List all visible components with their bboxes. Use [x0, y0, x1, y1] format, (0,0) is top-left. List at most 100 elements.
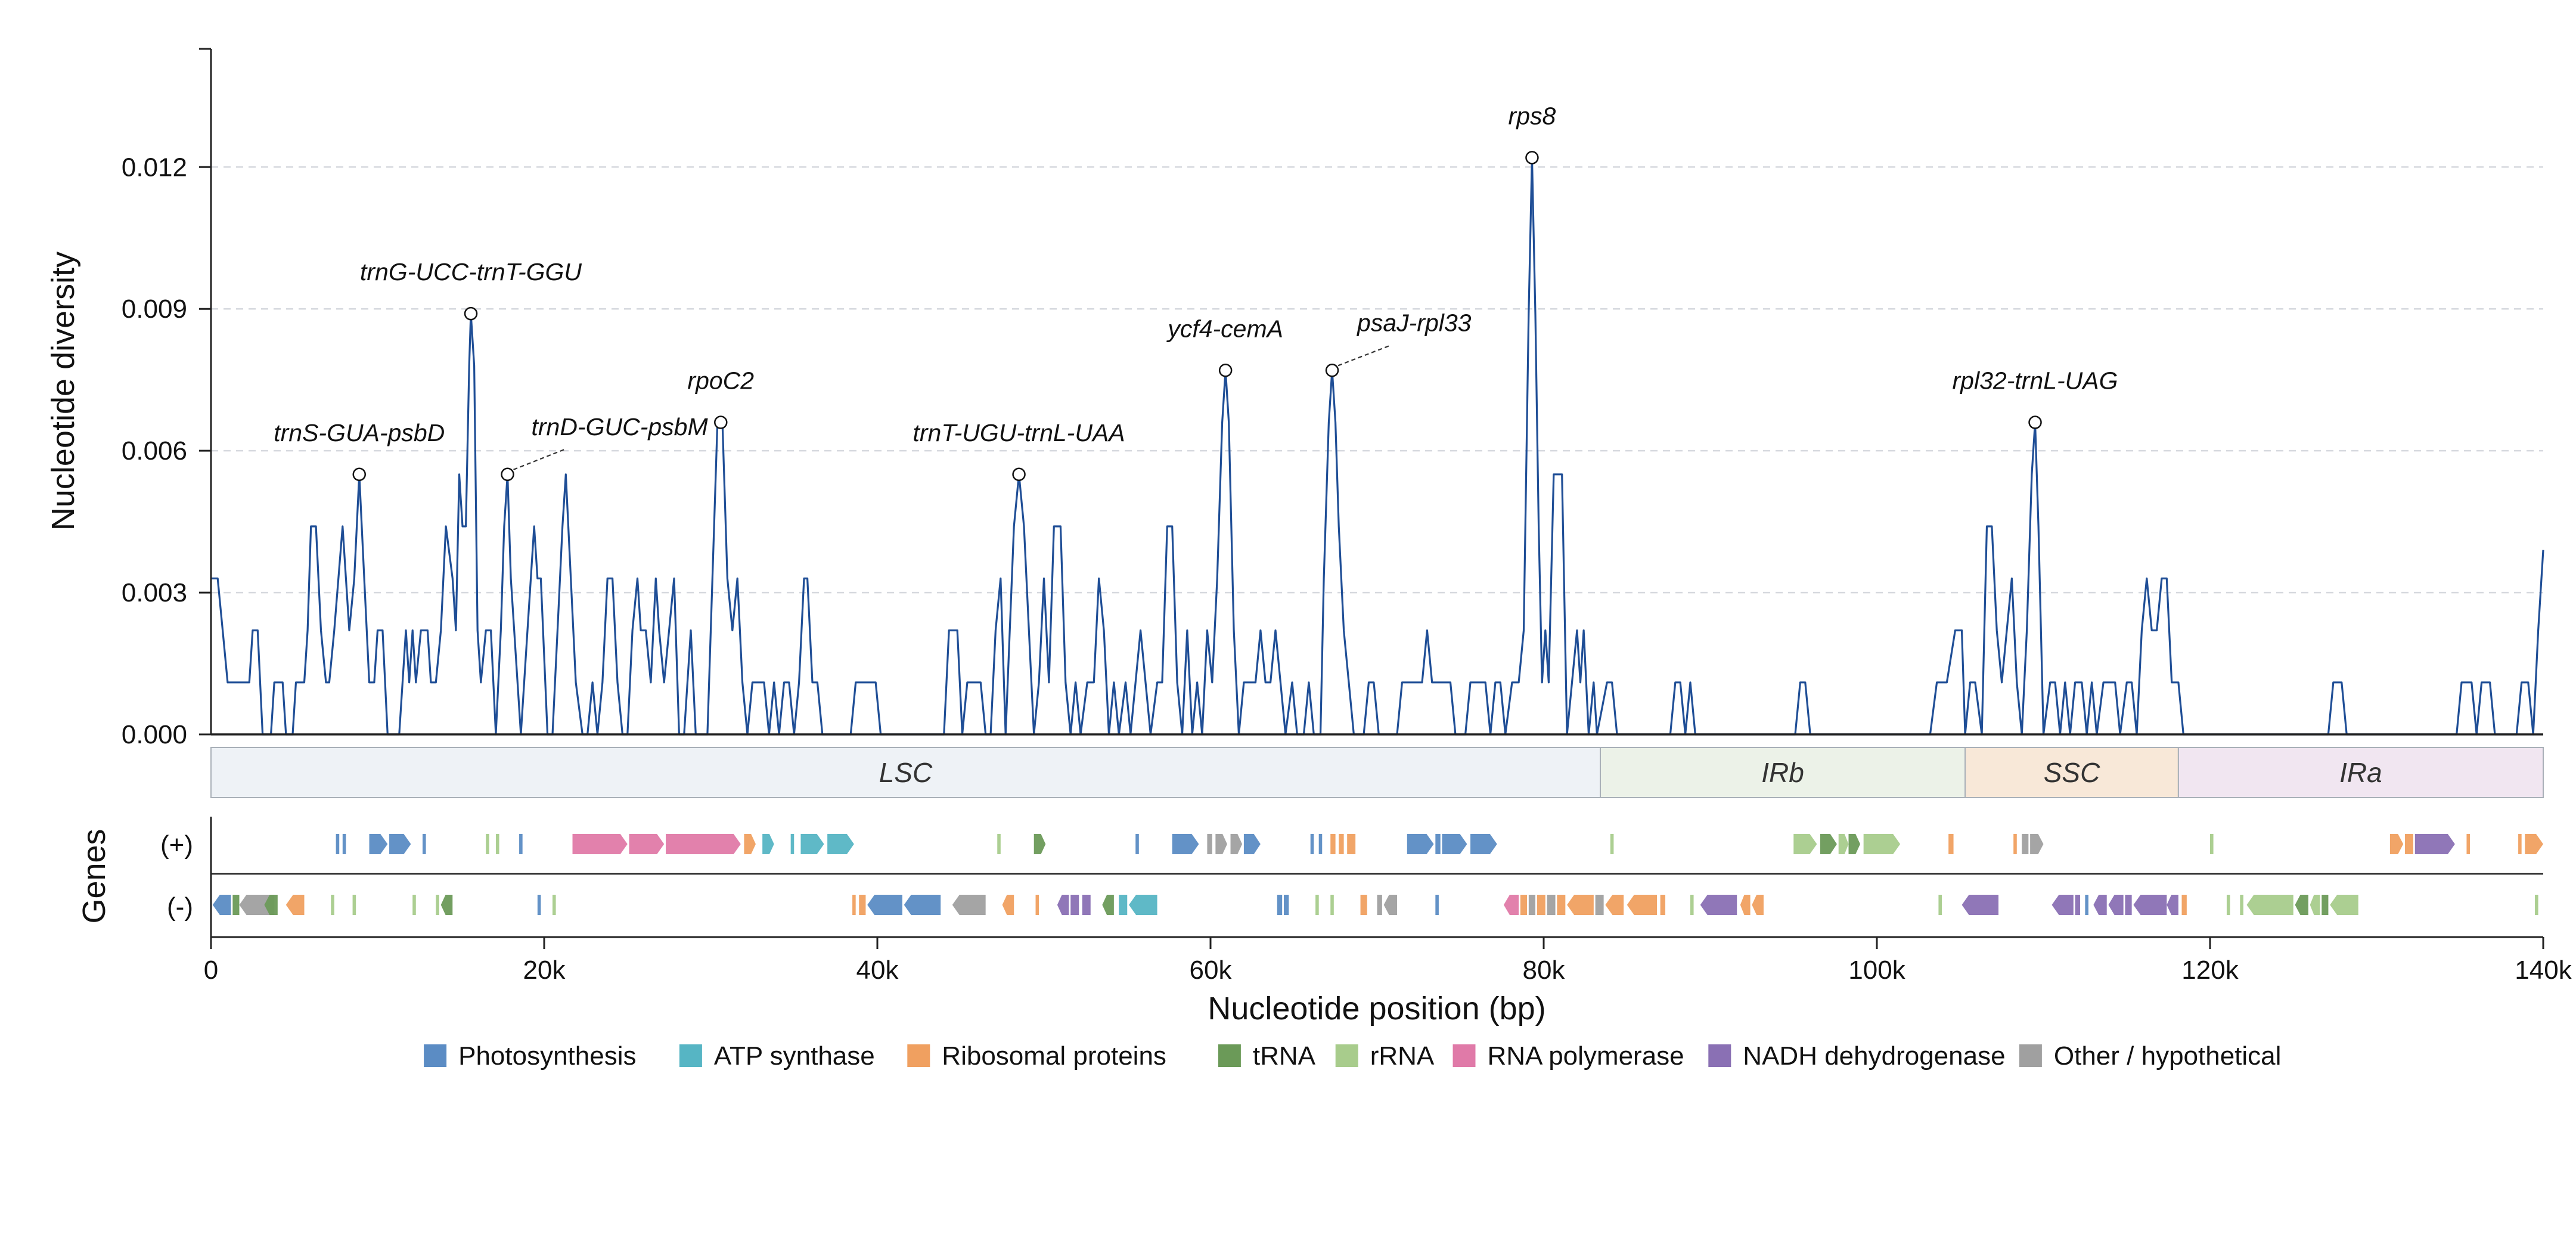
gene-minus-strand [2246, 895, 2293, 915]
gene-plus-strand [666, 834, 741, 854]
gene-plus-strand [1863, 834, 1901, 854]
gene-minus-strand [2085, 895, 2088, 915]
plus-strand-label: (+) [160, 830, 193, 860]
gene-plus-strand [2013, 834, 2017, 854]
annotation-leader-line [1337, 345, 1391, 367]
gene-minus-strand [1962, 895, 1999, 915]
gene-minus-strand [1605, 895, 1624, 915]
gene-plus-strand [1339, 834, 1344, 854]
peak-label: ycf4-cemA [1166, 315, 1283, 342]
region-label-ira: IRa [2339, 757, 2382, 788]
genome-regions-track: LSC IRb SSC IRa [210, 747, 2544, 798]
legend-label: NADH dehydrogenase [1743, 1041, 2005, 1071]
gene-plus-strand [2525, 834, 2543, 854]
gene-minus-strand [1283, 895, 1289, 915]
peak-marker [1012, 467, 1026, 482]
legend-label: Ribosomal proteins [942, 1041, 1166, 1071]
gene-minus-strand [2075, 895, 2080, 915]
region-label-ssc: SSC [2044, 757, 2100, 788]
peak-annotations: trnS-GUA-psbD trnG-UCC-trnT-GGU trnD-GUC-p… [274, 102, 2118, 482]
gene-minus-strand [1740, 895, 1751, 915]
legend-swatch [1453, 1044, 1476, 1067]
peak-marker [1218, 364, 1233, 377]
gene-minus-strand [1277, 895, 1283, 915]
gene-plus-strand [997, 834, 1001, 854]
gene-plus-strand [1347, 834, 1356, 854]
x-tick-label: 20k [523, 956, 566, 985]
gene-minus-strand [1627, 895, 1658, 915]
gene-minus-strand [1330, 895, 1334, 915]
gene-plus-strand [2022, 834, 2029, 854]
gene-minus-strand [264, 895, 278, 915]
gene-plus-strand [1610, 834, 1614, 854]
nucleotide-diversity-line [211, 156, 2544, 736]
y-tick-label: 0.006 [122, 436, 187, 466]
gene-minus-strand [2093, 895, 2107, 915]
gene-plus-strand [2414, 834, 2455, 854]
gene-plus-strand [389, 834, 411, 854]
gene-minus-strand [859, 895, 866, 915]
gene-plus-strand [519, 834, 523, 854]
gene-minus-strand [852, 895, 856, 915]
peak-label: trnT-UGU-trnL-UAA [913, 419, 1125, 446]
legend: Photosynthesis ATP synthase Ribosomal prot… [424, 1041, 2281, 1071]
gene-plus-strand [790, 834, 794, 854]
gene-minus-strand [1070, 895, 1079, 915]
gene-plus-strand [2210, 834, 2214, 854]
axes: Nucleotide diversity Nucleotide position… [45, 48, 2543, 1026]
peak-marker [1525, 151, 1539, 165]
gene-minus-strand [1700, 895, 1737, 915]
gene-minus-strand [2108, 895, 2124, 915]
gene-plus-strand [2389, 834, 2404, 854]
region-label-lsc: LSC [879, 757, 933, 788]
gene-plus-strand [1435, 834, 1441, 854]
gene-minus-strand [352, 895, 356, 915]
legend-label: RNA polymerase [1488, 1041, 1684, 1071]
gene-minus-strand [1690, 895, 1694, 915]
gene-minus-strand [1557, 895, 1566, 915]
gene-plus-strand [1948, 834, 1954, 854]
gene-minus-strand [1057, 895, 1069, 915]
gene-minus-strand [952, 895, 986, 915]
gene-plus-strand [1172, 834, 1199, 854]
gene-minus-strand [2052, 895, 2074, 915]
gene-plus-strand [800, 834, 824, 854]
gene-minus-strand [2181, 895, 2187, 915]
gene-minus-strand [2535, 895, 2538, 915]
legend-swatch [1708, 1044, 1731, 1067]
gene-minus-strand [1528, 895, 1536, 915]
gene-plus-strand [1135, 834, 1139, 854]
y-tick-label: 0.012 [122, 153, 187, 182]
gene-minus-strand [239, 895, 275, 915]
gene-plus-strand [2466, 834, 2471, 854]
legend-swatch [2019, 1044, 2042, 1067]
gene-minus-strand [1383, 895, 1398, 915]
gene-plus-strand [2030, 834, 2044, 854]
gene-minus-strand [331, 895, 334, 915]
gene-minus-strand [1377, 895, 1382, 915]
gene-minus-strand [2330, 895, 2358, 915]
gene-minus-strand [232, 895, 240, 915]
legend-swatch [1218, 1044, 1241, 1067]
peak-marker [1325, 364, 1339, 377]
gridlines [211, 166, 2543, 594]
gene-minus-strand [1537, 895, 1545, 915]
legend-swatch [679, 1044, 702, 1067]
gene-minus-strand [1435, 895, 1439, 915]
gene-minus-strand [285, 895, 305, 915]
peak-label: rpoC2 [687, 367, 754, 395]
peak-label: rps8 [1509, 102, 1556, 129]
gene-plus-strand [1848, 834, 1861, 854]
y-axis-title: Nucleotide diversity [45, 252, 81, 531]
gene-plus-strand [369, 834, 388, 854]
gene-plus-strand [1243, 834, 1261, 854]
gene-plus-strand [1310, 834, 1314, 854]
y-tick-label: 0.003 [122, 578, 187, 607]
y-tick-label: 0.000 [122, 720, 187, 749]
gene-minus-strand [1547, 895, 1556, 915]
minus-strand-label: (-) [167, 892, 193, 922]
gene-minus-strand [2310, 895, 2320, 915]
x-tick-label: 80k [1523, 956, 1566, 985]
x-tick-label: 60k [1190, 956, 1233, 985]
